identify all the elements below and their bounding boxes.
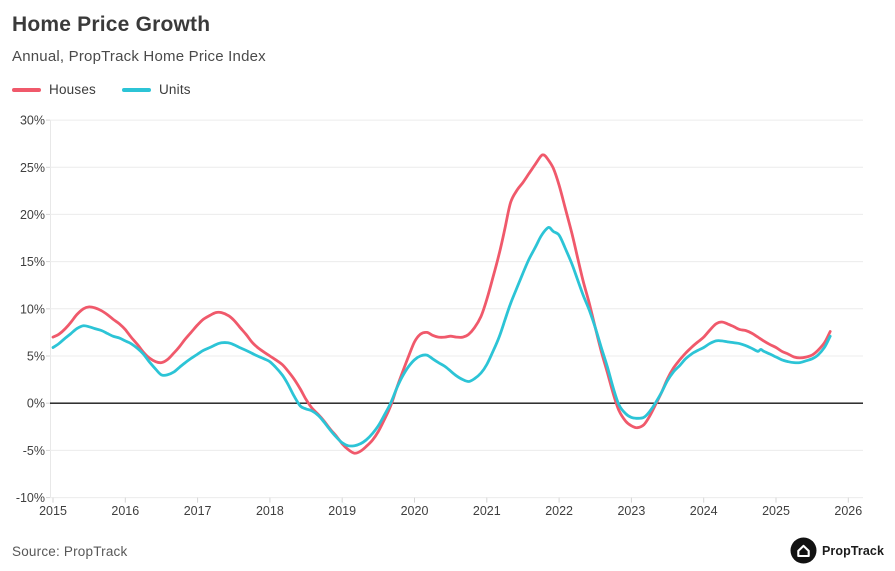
units-line: [51, 226, 832, 448]
x-axis-label: 2019: [328, 504, 356, 518]
y-axis-label: -10%: [16, 491, 45, 505]
page-subtitle: Annual, PropTrack Home Price Index: [12, 48, 266, 65]
x-axis-label: 2021: [473, 504, 501, 518]
x-axis-label: 2015: [39, 504, 67, 518]
x-axis-label: 2022: [545, 504, 573, 518]
home-icon: [790, 537, 817, 564]
y-axis-label: 0%: [27, 397, 45, 411]
units-line-swatch-icon: [121, 87, 151, 92]
y-axis-label: -5%: [23, 444, 45, 458]
x-axis-label: 2020: [401, 504, 429, 518]
x-axis-label: 2025: [762, 504, 790, 518]
proptrack-logo: PropTrack: [790, 537, 884, 564]
source-attribution: Source: PropTrack: [12, 544, 128, 559]
houses-line: [51, 153, 832, 455]
legend-item-units[interactable]: Units: [121, 82, 191, 97]
y-axis-label: 15%: [20, 255, 45, 269]
x-axis-label: 2026: [834, 504, 862, 518]
legend-label-houses: Houses: [49, 82, 96, 97]
y-axis-label: 5%: [27, 350, 45, 364]
y-axis-label: 20%: [20, 208, 45, 222]
x-axis-label: 2018: [256, 504, 284, 518]
brand-name: PropTrack: [821, 543, 884, 558]
x-axis-label: 2024: [690, 504, 718, 518]
x-axis-label: 2016: [111, 504, 139, 518]
chart-legend: Houses Units: [12, 82, 191, 97]
legend-label-units: Units: [158, 82, 191, 97]
x-axis-label: 2023: [617, 504, 645, 518]
page-title: Home Price Growth: [12, 13, 211, 36]
x-axis-label: 2017: [184, 504, 212, 518]
legend-item-houses[interactable]: Houses: [12, 82, 96, 97]
y-axis-label: 10%: [20, 302, 45, 316]
y-axis-label: 25%: [20, 161, 45, 175]
houses-line-swatch-icon: [12, 87, 41, 92]
y-axis-label: 30%: [20, 114, 45, 128]
